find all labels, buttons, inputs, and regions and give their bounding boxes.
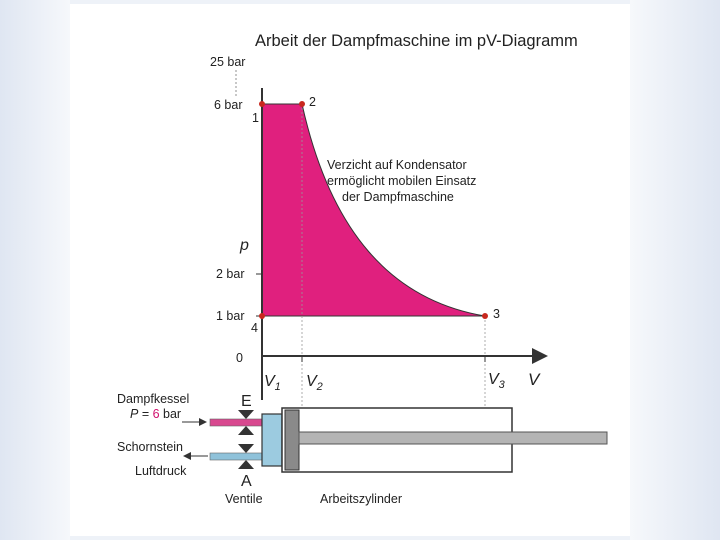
inlet-letter: E xyxy=(241,393,252,410)
inlet-valve-top-icon xyxy=(238,410,254,419)
outlet-valve-top-icon xyxy=(238,444,254,453)
tick-label-v2: V2 xyxy=(306,373,323,393)
tick-label-2bar: 2 bar xyxy=(216,267,245,281)
state-point-1 xyxy=(259,101,265,107)
boiler-label: Dampfkessel xyxy=(117,392,189,406)
v-axis-label: V xyxy=(528,370,541,389)
state-point-3 xyxy=(482,313,488,319)
outlet-letter: A xyxy=(241,473,252,490)
annotation-line-2: ermöglicht mobilen Einsatz xyxy=(327,174,476,188)
state-label-1: 1 xyxy=(252,111,259,125)
piston-rod xyxy=(298,431,608,445)
valve-chest xyxy=(261,413,283,467)
chimney-label: Schornstein xyxy=(117,440,183,454)
tick-label-6bar: 6 bar xyxy=(214,98,243,112)
air-pressure-label: Luftdruck xyxy=(135,464,187,478)
inlet-valve-bottom-icon xyxy=(238,426,254,435)
work-area xyxy=(261,103,486,317)
inlet-pipe xyxy=(209,418,267,427)
state-label-3: 3 xyxy=(493,307,500,321)
outlet-pipe xyxy=(209,452,267,461)
state-label-2: 2 xyxy=(309,95,316,109)
annotation-line-1: Verzicht auf Kondensator xyxy=(327,158,467,172)
p-axis-label: p xyxy=(239,237,249,254)
cylinder-label: Arbeitszylinder xyxy=(320,492,402,506)
origin-label: 0 xyxy=(236,351,243,365)
valves-label: Ventile xyxy=(225,492,263,506)
annotation-line-3: der Dampfmaschine xyxy=(342,190,454,204)
outlet-valve-bottom-icon xyxy=(238,460,254,469)
tick-label-1bar: 1 bar xyxy=(216,309,245,323)
state-point-4 xyxy=(259,313,265,319)
slide-edge-left xyxy=(0,0,70,540)
tick-label-v1: V1 xyxy=(264,373,281,393)
piston xyxy=(284,409,300,471)
tick-label-v3: V3 xyxy=(488,371,506,391)
state-point-2 xyxy=(299,101,305,107)
boiler-pressure-label: P = 6 bar xyxy=(130,407,181,421)
tick-label-25bar: 25 bar xyxy=(210,55,245,69)
state-label-4: 4 xyxy=(251,321,258,335)
diagram-title: Arbeit der Dampfmaschine im pV-Diagramm xyxy=(255,32,578,50)
slide-edge-right xyxy=(630,0,720,540)
